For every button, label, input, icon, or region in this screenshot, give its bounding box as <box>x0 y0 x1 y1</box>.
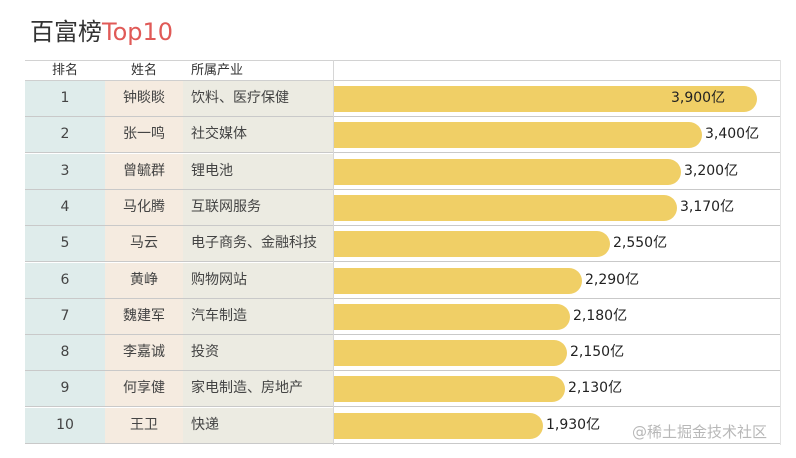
bar-7 <box>334 303 570 330</box>
name-cell: 黄峥 <box>105 262 183 298</box>
name-cell: 李嘉诚 <box>105 335 183 371</box>
name-cell: 马化腾 <box>105 189 183 225</box>
bar-8 <box>334 340 567 367</box>
plot-right-border <box>780 60 781 445</box>
header-rank: 排名 <box>51 63 78 78</box>
industry-cell: 锂电池 <box>183 153 333 189</box>
table-row: 6 黄峥 购物网站 2,290亿 <box>25 262 781 299</box>
name-cell: 张一鸣 <box>105 117 183 153</box>
rank-cell: 4 <box>25 189 105 225</box>
bar-label-5: 2,550亿 <box>613 235 668 252</box>
industry-cell: 互联网服务 <box>183 189 333 225</box>
bar-9 <box>334 376 565 403</box>
table-row: 7 魏建军 汽车制造 2,180亿 <box>25 298 781 335</box>
name-cell: 魏建军 <box>105 298 183 334</box>
bar-label-2: 3,400亿 <box>705 126 760 143</box>
bar-label-1: 3,900亿 <box>671 90 726 106</box>
industry-cell: 家电制造、房地产 <box>183 371 333 407</box>
rank-cell: 6 <box>25 262 105 298</box>
plot-divider <box>333 60 334 445</box>
watermark: @稀土掘金技术社区 <box>632 423 768 441</box>
chart-title-main: 百富榜 <box>30 18 102 46</box>
table-row: 4 马化腾 互联网服务 3,170亿 <box>25 189 781 226</box>
industry-cell: 电子商务、金融科技 <box>183 226 333 262</box>
bar-5 <box>334 231 610 258</box>
bar-label-7: 2,180亿 <box>573 307 628 324</box>
header-name: 姓名 <box>130 63 157 78</box>
header-row: 排名 姓名 所属产业 <box>25 60 781 81</box>
rank-cell: 9 <box>25 371 105 407</box>
industry-cell: 饮料、医疗保健 <box>183 81 333 116</box>
name-cell: 钟睒睒 <box>105 81 183 116</box>
industry-cell: 快递 <box>183 407 333 443</box>
bar-label-9: 2,130亿 <box>568 380 623 397</box>
bar-10 <box>334 412 543 439</box>
name-cell: 何享健 <box>105 371 183 407</box>
rank-cell: 1 <box>25 81 105 116</box>
bar-label-8: 2,150亿 <box>570 344 625 361</box>
chart-title: 百富榜Top10 <box>30 14 173 50</box>
chart-title-accent: Top10 <box>102 18 174 46</box>
rank-cell: 5 <box>25 226 105 262</box>
bar-4 <box>334 194 677 221</box>
table-row: 10 王卫 快递 1,930亿 <box>25 407 781 444</box>
table-row: 3 曾毓群 锂电池 3,200亿 <box>25 153 781 190</box>
table-row: 1 钟睒睒 饮料、医疗保健 3,900亿 <box>25 81 781 117</box>
name-cell: 马云 <box>105 226 183 262</box>
industry-cell: 汽车制造 <box>183 298 333 334</box>
table-row: 2 张一鸣 社交媒体 3,400亿 <box>25 117 781 154</box>
bar-label-4: 3,170亿 <box>680 198 735 215</box>
header-industry: 所属产业 <box>191 63 244 78</box>
table-row: 9 何享健 家电制造、房地产 2,130亿 <box>25 371 781 408</box>
industry-cell: 社交媒体 <box>183 117 333 153</box>
bar-1 <box>334 86 757 112</box>
rank-cell: 3 <box>25 153 105 189</box>
bar-2 <box>334 122 702 149</box>
bar-label-10: 1,930亿 <box>546 416 601 433</box>
industry-cell: 投资 <box>183 335 333 371</box>
bar-label-3: 3,200亿 <box>684 162 739 179</box>
rank-cell: 10 <box>25 407 105 443</box>
name-cell: 曾毓群 <box>105 153 183 189</box>
table-row: 8 李嘉诚 投资 2,150亿 <box>25 335 781 372</box>
bar-6 <box>334 267 582 294</box>
ranking-board: 排名 姓名 所属产业 1 钟睒睒 饮料、医疗保健 3,900亿 2 张一鸣 社交媒体 3,40… <box>25 60 781 445</box>
name-cell: 王卫 <box>105 407 183 443</box>
industry-cell: 购物网站 <box>183 262 333 298</box>
rank-cell: 7 <box>25 298 105 334</box>
bar-3 <box>334 158 681 185</box>
rank-cell: 8 <box>25 335 105 371</box>
bar-label-6: 2,290亿 <box>585 271 640 288</box>
table-row: 5 马云 电子商务、金融科技 2,550亿 <box>25 226 781 263</box>
rank-cell: 2 <box>25 117 105 153</box>
